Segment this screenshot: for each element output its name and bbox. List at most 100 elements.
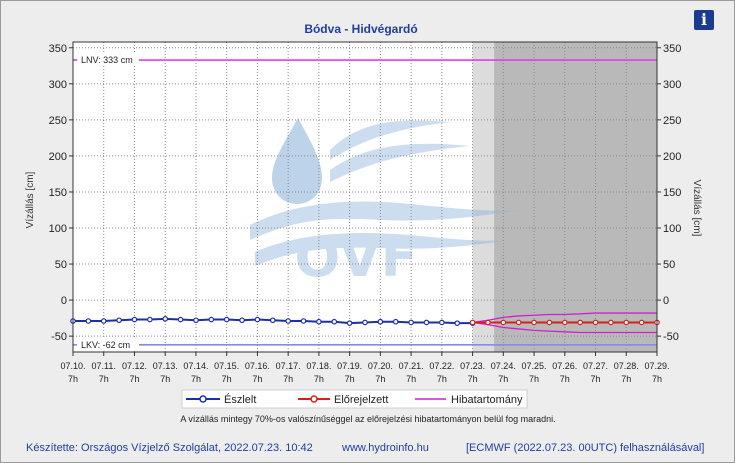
y-tick-label-left: 250 (49, 115, 67, 127)
x-tick-label-date: 07.16. (245, 361, 270, 371)
watermark-text: OVF (294, 226, 417, 289)
observed-point (193, 317, 199, 324)
chart-note: A vízállás mintegy 70%-os valószínűségge… (180, 414, 555, 424)
x-tick-label-hour: 7h (129, 374, 139, 384)
wave-shape-2 (250, 201, 520, 240)
y-tick-label-right: 300 (663, 79, 681, 91)
legend-marker-observed (199, 395, 207, 403)
legend-label-observed: Észlelt (224, 393, 256, 406)
y-axis-label-left: Vízállás [cm] (25, 171, 36, 228)
threshold-label-bg-0 (77, 53, 139, 66)
threshold-label-1: LKV: -62 cm (81, 340, 130, 350)
x-tick-label-hour: 7h (621, 374, 631, 384)
observed-point (177, 316, 184, 323)
observed-point (362, 319, 368, 326)
forecast-point (531, 319, 537, 326)
forecast-point (608, 319, 614, 326)
x-tick-label-hour: 7h (345, 374, 355, 384)
x-tick-label-date: 07.27. (583, 361, 608, 371)
x-tick-label-hour: 7h (560, 374, 570, 384)
observed-point (377, 318, 384, 325)
footer-model: [ECMWF (2022.07.23. 00UTC) felhasználásá… (466, 442, 704, 454)
y-tick-label-right: 100 (663, 223, 681, 235)
wave-shape-1 (330, 143, 470, 182)
observed-point (392, 318, 399, 325)
observed-point (300, 318, 307, 324)
observed-point (439, 319, 445, 326)
forecast-region-light (472, 42, 495, 352)
legend-box (181, 389, 528, 409)
x-tick-label-date: 07.21. (399, 361, 424, 371)
forecast-point (546, 319, 553, 326)
forecast-point (577, 319, 583, 326)
y-axis-label-right: Vízállás [cm] (691, 180, 702, 237)
threshold-label-bg-1 (77, 337, 139, 350)
y-tick-label-left: -50 (51, 331, 67, 343)
y-tick-label-left: 150 (49, 187, 67, 199)
x-tick-label-date: 07.17. (276, 361, 301, 371)
forecast-point (623, 319, 630, 326)
y-tick-label-right: 200 (663, 151, 681, 163)
plot-border (72, 41, 658, 353)
x-tick-label-hour: 7h (99, 374, 109, 384)
y-tick-label-left: 0 (61, 295, 67, 307)
x-tick-label-date: 07.15. (214, 361, 239, 371)
observed-point (116, 317, 122, 324)
legend-label-forecast: Előrejelzett (334, 394, 388, 406)
ovf-logo: OVF (250, 118, 520, 289)
x-tick-label-date: 07.22. (429, 361, 454, 371)
forecast-region-dark (494, 42, 657, 352)
x-tick-label-hour: 7h (437, 374, 447, 384)
x-tick-label-hour: 7h (252, 374, 262, 384)
x-tick-label-hour: 7h (375, 374, 385, 384)
y-tick-label-right: 350 (663, 43, 681, 55)
observed-point (100, 318, 107, 324)
x-tick-label-hour: 7h (222, 374, 232, 384)
observed-point (254, 316, 261, 323)
observed-point (131, 316, 138, 323)
observed-point (285, 318, 291, 324)
observed-point (208, 316, 215, 323)
x-tick-label-hour: 7h (468, 374, 478, 384)
forecast-point (485, 319, 491, 326)
chart-title: Bódva - Hidvégardó (304, 22, 417, 36)
footer-website[interactable]: www.hydroinfo.hu (341, 442, 429, 454)
x-tick-label-date: 07.24. (491, 361, 516, 371)
info-button[interactable]: i (694, 10, 714, 30)
x-tick-label-hour: 7h (498, 374, 508, 384)
error-band-upper (472, 312, 657, 324)
x-tick-label-date: 07.29. (644, 361, 669, 371)
observed-point (423, 319, 430, 326)
water-drop-icon (272, 118, 322, 204)
x-tick-label-date: 07.28. (614, 361, 639, 371)
x-tick-label-date: 07.20. (368, 361, 393, 371)
y-tick-label-left: 300 (49, 79, 67, 91)
x-tick-label-date: 07.19. (337, 361, 362, 371)
wave-shape-0 (330, 120, 450, 160)
observed-point (408, 319, 414, 326)
x-tick-label-date: 07.23. (460, 361, 485, 371)
x-tick-label-hour: 7h (283, 374, 293, 384)
y-tick-label-right: 250 (663, 115, 681, 127)
legend-label-error-band: Hibatartomány (451, 394, 523, 406)
x-tick-label-date: 07.10. (60, 361, 85, 371)
x-tick-label-date: 07.12. (122, 361, 147, 371)
y-tick-label-right: 0 (663, 295, 669, 307)
legend-marker-forecast (310, 395, 318, 403)
x-tick-label-date: 07.14. (183, 361, 208, 371)
observed-point (269, 317, 276, 324)
x-tick-label-hour: 7h (406, 374, 416, 384)
forecast-point (469, 319, 476, 326)
forecast-point (592, 319, 599, 326)
forecast-point (638, 319, 645, 326)
x-tick-label-hour: 7h (191, 374, 201, 384)
x-tick-label-hour: 7h (68, 374, 78, 384)
legend: Észlelt Előrejelzett Hibatartomány (181, 389, 528, 409)
info-icon: i (700, 10, 708, 29)
y-tick-label-left: 200 (49, 151, 67, 163)
x-tick-label-date: 07.18. (306, 361, 331, 371)
observed-point (223, 316, 230, 323)
observed-point (85, 318, 92, 324)
x-tick-label-date: 07.26. (552, 361, 577, 371)
